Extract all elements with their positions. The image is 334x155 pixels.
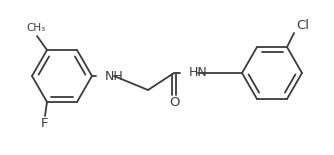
- Text: O: O: [169, 97, 179, 109]
- Text: HN: HN: [189, 66, 208, 78]
- Text: F: F: [41, 117, 49, 131]
- Text: Cl: Cl: [296, 18, 309, 31]
- Text: NH: NH: [105, 69, 124, 82]
- Text: CH₃: CH₃: [26, 23, 46, 33]
